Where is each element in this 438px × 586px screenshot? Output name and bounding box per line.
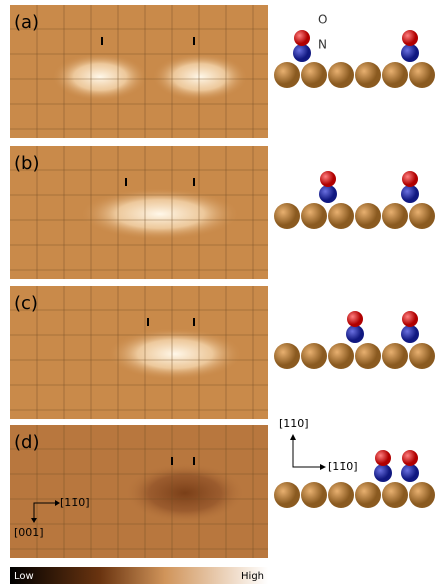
n-atom bbox=[319, 185, 337, 203]
colorbar-low: Low bbox=[14, 571, 34, 582]
cu-atom bbox=[355, 343, 381, 369]
cu-atom bbox=[409, 482, 435, 508]
panel-label: (b) bbox=[14, 153, 39, 174]
cu-atom bbox=[328, 482, 354, 508]
figure: O N Cu Low High (a)(b)(c)(d)[11̄0][001][… bbox=[0, 0, 438, 586]
cu-atom bbox=[301, 343, 327, 369]
o-atom bbox=[320, 171, 336, 187]
cu-atom bbox=[409, 343, 435, 369]
colorbar-high: High bbox=[241, 571, 264, 582]
cu-atom bbox=[274, 482, 300, 508]
cu-atom bbox=[328, 62, 354, 88]
stm-feature bbox=[125, 463, 245, 523]
stm-feature bbox=[52, 53, 148, 101]
n-atom bbox=[401, 44, 419, 62]
cu-atom bbox=[328, 203, 354, 229]
o-atom bbox=[402, 450, 418, 466]
o-atom bbox=[402, 171, 418, 187]
cu-atom bbox=[382, 482, 408, 508]
direction-label: [11̄0] bbox=[60, 496, 90, 509]
cu-atom bbox=[382, 343, 408, 369]
cu-atom bbox=[382, 203, 408, 229]
n-atom bbox=[346, 325, 364, 343]
o-atom bbox=[402, 30, 418, 46]
cu-atom bbox=[355, 62, 381, 88]
stm-feature bbox=[107, 328, 243, 380]
cu-atom bbox=[274, 62, 300, 88]
direction-label: [11̄0] bbox=[328, 460, 358, 473]
panel-label: (c) bbox=[14, 293, 38, 314]
o-atom bbox=[294, 30, 310, 46]
cu-atom bbox=[301, 203, 327, 229]
cu-atom bbox=[382, 62, 408, 88]
o-atom bbox=[347, 311, 363, 327]
panel-label: (a) bbox=[14, 12, 39, 33]
n-atom bbox=[401, 464, 419, 482]
cu-atom bbox=[274, 343, 300, 369]
o-atom bbox=[402, 311, 418, 327]
direction-label: [110] bbox=[279, 417, 309, 430]
panel-label: (d) bbox=[14, 432, 39, 453]
direction-label: [001] bbox=[14, 526, 44, 539]
n-atom bbox=[293, 44, 311, 62]
cu-atom bbox=[355, 203, 381, 229]
o-atom bbox=[375, 450, 391, 466]
atom-label: O bbox=[318, 13, 327, 27]
cu-atom bbox=[355, 482, 381, 508]
cu-atom bbox=[274, 203, 300, 229]
atom-label: N bbox=[318, 38, 327, 52]
cu-atom bbox=[409, 62, 435, 88]
colorbar bbox=[10, 567, 268, 584]
stm-feature bbox=[80, 188, 240, 240]
n-atom bbox=[374, 464, 392, 482]
stm-feature bbox=[152, 53, 248, 101]
cu-atom bbox=[301, 482, 327, 508]
axis-arrowhead bbox=[290, 434, 326, 470]
cu-atom bbox=[328, 343, 354, 369]
axis-arrow bbox=[293, 440, 320, 467]
n-atom bbox=[401, 185, 419, 203]
n-atom bbox=[401, 325, 419, 343]
cu-atom bbox=[301, 62, 327, 88]
cu-atom bbox=[409, 203, 435, 229]
